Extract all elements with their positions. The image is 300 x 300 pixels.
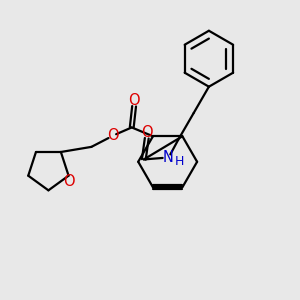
Text: N: N [163, 151, 173, 166]
Text: O: O [63, 174, 75, 189]
Text: O: O [128, 93, 140, 108]
Text: O: O [107, 128, 118, 143]
Text: O: O [141, 125, 153, 140]
Text: H: H [175, 155, 184, 168]
